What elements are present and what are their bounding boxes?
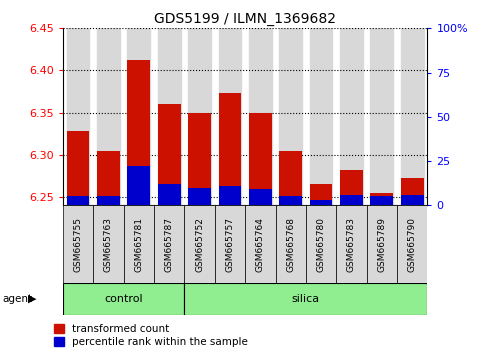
- Bar: [218, 28, 242, 205]
- Bar: [158, 184, 181, 205]
- Text: GSM665768: GSM665768: [286, 217, 295, 272]
- Text: GSM665752: GSM665752: [195, 217, 204, 272]
- Bar: [97, 150, 120, 205]
- Bar: [370, 196, 393, 205]
- Bar: [340, 28, 363, 205]
- Bar: [306, 205, 336, 283]
- Bar: [67, 28, 89, 205]
- Bar: [188, 113, 211, 205]
- Bar: [310, 200, 332, 205]
- Bar: [279, 196, 302, 205]
- Text: control: control: [104, 294, 143, 304]
- Text: GSM665780: GSM665780: [316, 217, 326, 272]
- Bar: [218, 186, 242, 205]
- Bar: [340, 170, 363, 205]
- Bar: [401, 195, 424, 205]
- Bar: [249, 189, 272, 205]
- Bar: [188, 28, 211, 205]
- Bar: [218, 93, 242, 205]
- Title: GDS5199 / ILMN_1369682: GDS5199 / ILMN_1369682: [154, 12, 336, 26]
- Bar: [128, 28, 150, 205]
- Bar: [158, 104, 181, 205]
- Text: ▶: ▶: [28, 294, 37, 304]
- Legend: transformed count, percentile rank within the sample: transformed count, percentile rank withi…: [54, 324, 248, 347]
- Bar: [67, 195, 89, 205]
- Text: GSM665787: GSM665787: [165, 217, 174, 272]
- Bar: [158, 28, 181, 205]
- Bar: [93, 205, 124, 283]
- Text: GSM665789: GSM665789: [377, 217, 386, 272]
- Bar: [275, 205, 306, 283]
- Bar: [340, 195, 363, 205]
- Bar: [310, 28, 332, 205]
- Text: GSM665790: GSM665790: [408, 217, 417, 272]
- Bar: [63, 283, 185, 315]
- Bar: [336, 205, 367, 283]
- Bar: [185, 205, 215, 283]
- Bar: [310, 184, 332, 205]
- Bar: [67, 131, 89, 205]
- Text: silica: silica: [292, 294, 320, 304]
- Bar: [97, 28, 120, 205]
- Bar: [185, 283, 427, 315]
- Text: GSM665763: GSM665763: [104, 217, 113, 272]
- Bar: [249, 28, 272, 205]
- Bar: [124, 205, 154, 283]
- Bar: [97, 195, 120, 205]
- Text: GSM665755: GSM665755: [73, 217, 83, 272]
- Text: GSM665781: GSM665781: [134, 217, 143, 272]
- Bar: [370, 28, 393, 205]
- Bar: [397, 205, 427, 283]
- Bar: [279, 28, 302, 205]
- Bar: [279, 152, 302, 205]
- Bar: [249, 113, 272, 205]
- Bar: [401, 177, 424, 205]
- Bar: [245, 205, 275, 283]
- Text: agent: agent: [2, 294, 32, 304]
- Bar: [128, 166, 150, 205]
- Bar: [215, 205, 245, 283]
- Text: GSM665764: GSM665764: [256, 217, 265, 272]
- Bar: [154, 205, 185, 283]
- Bar: [367, 205, 397, 283]
- Bar: [128, 60, 150, 205]
- Text: GSM665783: GSM665783: [347, 217, 356, 272]
- Bar: [370, 193, 393, 205]
- Bar: [188, 188, 211, 205]
- Bar: [401, 28, 424, 205]
- Bar: [63, 205, 93, 283]
- Text: GSM665757: GSM665757: [226, 217, 234, 272]
